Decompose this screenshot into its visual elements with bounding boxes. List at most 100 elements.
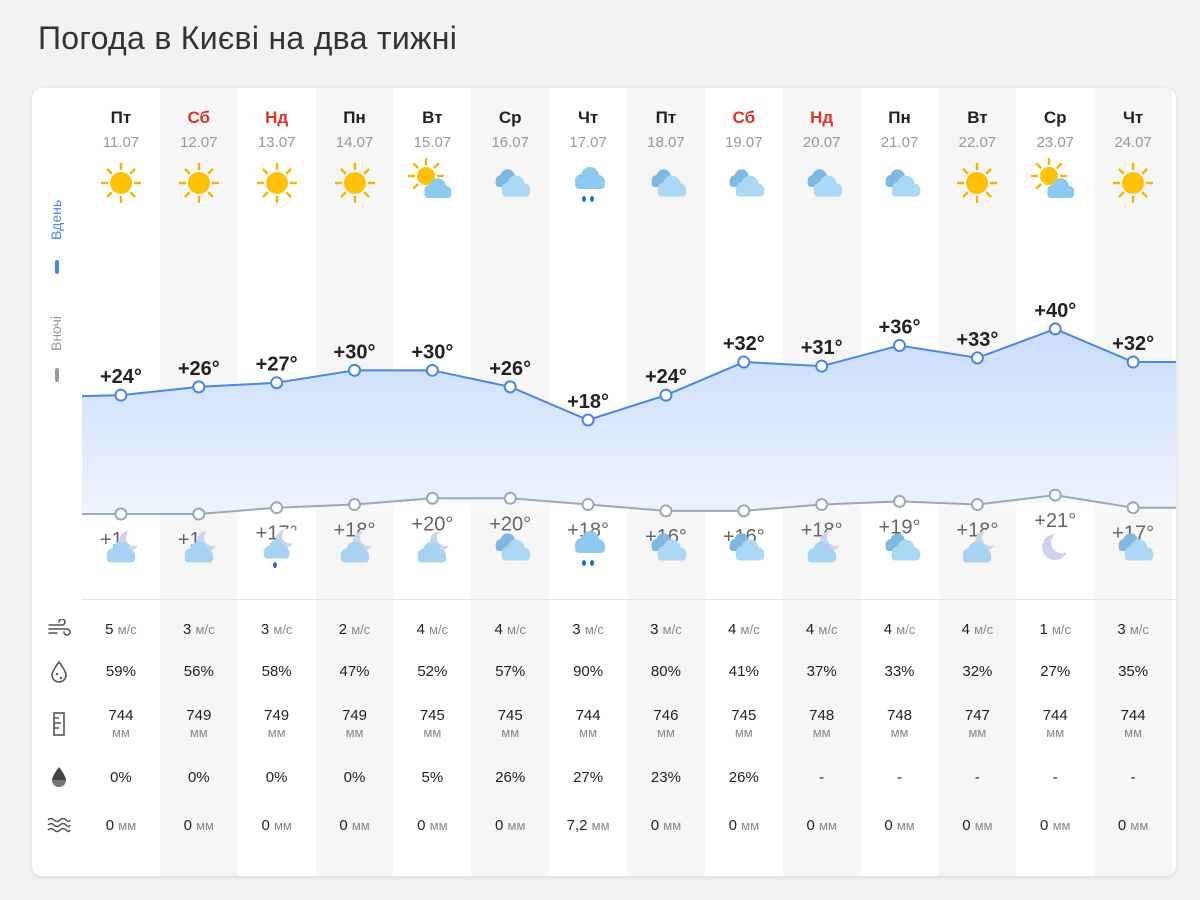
- precip-cell-unit: мм: [974, 817, 993, 833]
- humidity-cell: 33%: [861, 663, 939, 680]
- sun-icon: [256, 162, 297, 204]
- day-temp-label: +40°: [1034, 300, 1076, 322]
- pressure-cell-unit: мм: [189, 724, 208, 740]
- legend-day-label: Вдень: [48, 199, 64, 240]
- cloud-rain-icon: [575, 531, 606, 566]
- humidity-cell-value: 41%: [728, 663, 759, 680]
- night-icon-cell: [705, 520, 783, 572]
- wind-cell-value: 1: [1039, 620, 1048, 638]
- precip-cell-value: 0: [339, 816, 348, 834]
- wind-cell-unit: м/с: [818, 621, 838, 637]
- precip-amount-icon: [44, 802, 74, 848]
- night-icon-cell: [160, 520, 238, 572]
- humidity-cell-value: 57%: [495, 663, 526, 680]
- pressure-cell-value: 748: [809, 706, 835, 724]
- moon-cloud-rain-icon: [263, 528, 298, 568]
- pressure-cell-unit: мм: [812, 724, 831, 740]
- pressure-cell-unit: мм: [423, 724, 442, 740]
- cloud-icon: [885, 533, 920, 561]
- humidity-cell: 90%: [549, 663, 627, 680]
- precip-cell-unit: мм: [1130, 817, 1149, 833]
- precip-prob-cell-value: -: [974, 768, 980, 786]
- precip-cell: 0 мм: [316, 817, 394, 834]
- wind-cell-unit: м/с: [662, 621, 682, 637]
- humidity-cell: 35%: [1094, 663, 1172, 680]
- day-column: Чт 17.07: [549, 108, 627, 208]
- divider: [82, 599, 1176, 600]
- night-point: [581, 498, 595, 512]
- pressure-cell-value: 747: [964, 706, 990, 724]
- humidity-cell-value: 33%: [884, 663, 915, 680]
- day-column: Чт 24.07: [1094, 108, 1172, 208]
- pressure-cell-value: 744: [1042, 706, 1068, 724]
- precip-prob-cell: 0%: [160, 769, 238, 786]
- precip-prob-cell-value: -: [1052, 768, 1058, 786]
- day-column: Нд 13.07: [238, 108, 316, 208]
- precip-cell-unit: мм: [351, 817, 370, 833]
- humidity-cell: 52%: [393, 663, 471, 680]
- pressure-cell: 744 мм: [549, 707, 627, 741]
- humidity-cell-value: 52%: [417, 663, 448, 680]
- precip-prob-cell-value: 0%: [187, 768, 210, 786]
- night-temp-label: +19°: [879, 516, 921, 538]
- precip-prob-cell: -: [1094, 769, 1172, 786]
- sun-icon: [334, 162, 375, 204]
- wind-cell: 4 м/с: [471, 621, 549, 638]
- day-date: 16.07: [491, 134, 529, 151]
- wind-cell-unit: м/с: [896, 621, 916, 637]
- precip-cell: 0 мм: [627, 817, 705, 834]
- day-temp-label: +30°: [411, 341, 453, 363]
- night-point: [815, 498, 829, 512]
- precip-cell: 0 мм: [705, 817, 783, 834]
- precip-prob-cell: -: [861, 769, 939, 786]
- moon-cloud-icon: [963, 529, 1000, 563]
- day-column: Ср 16.07: [471, 108, 549, 208]
- precip-cell: 0 мм: [238, 817, 316, 834]
- day-line: [81, 327, 1176, 422]
- day-temp-label: +26°: [178, 358, 220, 380]
- wind-cell-value: 2: [338, 620, 348, 638]
- humidity-cell: 59%: [82, 663, 160, 680]
- pressure-cell: 749 мм: [238, 707, 316, 741]
- day-date: 18.07: [647, 134, 685, 151]
- humidity-cell-value: 27%: [1040, 663, 1071, 680]
- pressure-cell: 747 мм: [938, 707, 1016, 741]
- row-icons: [44, 610, 74, 848]
- wind-cell: 3 м/с: [1094, 621, 1172, 638]
- moon-cloud-icon: [184, 529, 221, 563]
- night-icon-cell: [393, 520, 471, 572]
- day-point: [270, 376, 284, 390]
- wind-cell: 3 м/с: [160, 621, 238, 638]
- day-point: [1048, 322, 1062, 336]
- day-point: [581, 413, 595, 427]
- humidity-cell: 58%: [238, 663, 316, 680]
- wind-cell-unit: м/с: [195, 621, 215, 637]
- wind-cell: 3 м/с: [627, 621, 705, 638]
- day-date: 21.07: [880, 134, 919, 151]
- night-point: [503, 491, 517, 505]
- humidity-icon: [44, 648, 74, 695]
- pressure-icon: [44, 695, 74, 752]
- humidity-cell-value: 35%: [1118, 663, 1149, 680]
- page-title: Погода в Києві на два тижні: [38, 20, 458, 56]
- night-icon-cell: [861, 520, 939, 572]
- cloud-icon: [729, 533, 764, 561]
- precip-prob-cell: 5%: [393, 769, 471, 786]
- temperature-chart: +24° +26° +27° +30° +30° +26° +18° +24° +32° +31°…: [81, 300, 1176, 551]
- precip-cell-unit: мм: [118, 817, 137, 833]
- day-point: [425, 363, 439, 377]
- wind-cell: 4 м/с: [861, 621, 939, 638]
- day-headers: Пт 11.07 Сб 12.07 Нд 13.07 Пн 14.07 Вт 15.07 Ср 16.…: [82, 108, 1176, 208]
- precip-cell-value: 0: [1117, 816, 1127, 834]
- pressure-cell-value: 745: [497, 706, 523, 724]
- pressure-cell-value: 744: [575, 706, 601, 724]
- humidity-cell-value: 47%: [339, 663, 370, 680]
- day-date: 12.07: [180, 134, 218, 151]
- day-date: 17.07: [569, 134, 607, 151]
- precip-prob-cell: -: [938, 769, 1016, 786]
- day-temp-label: +36°: [879, 316, 921, 338]
- day-column: Пн 14.07: [316, 108, 394, 208]
- precip-cell-unit: мм: [896, 817, 915, 833]
- day-point: [503, 380, 517, 394]
- wind-icon: [44, 610, 74, 648]
